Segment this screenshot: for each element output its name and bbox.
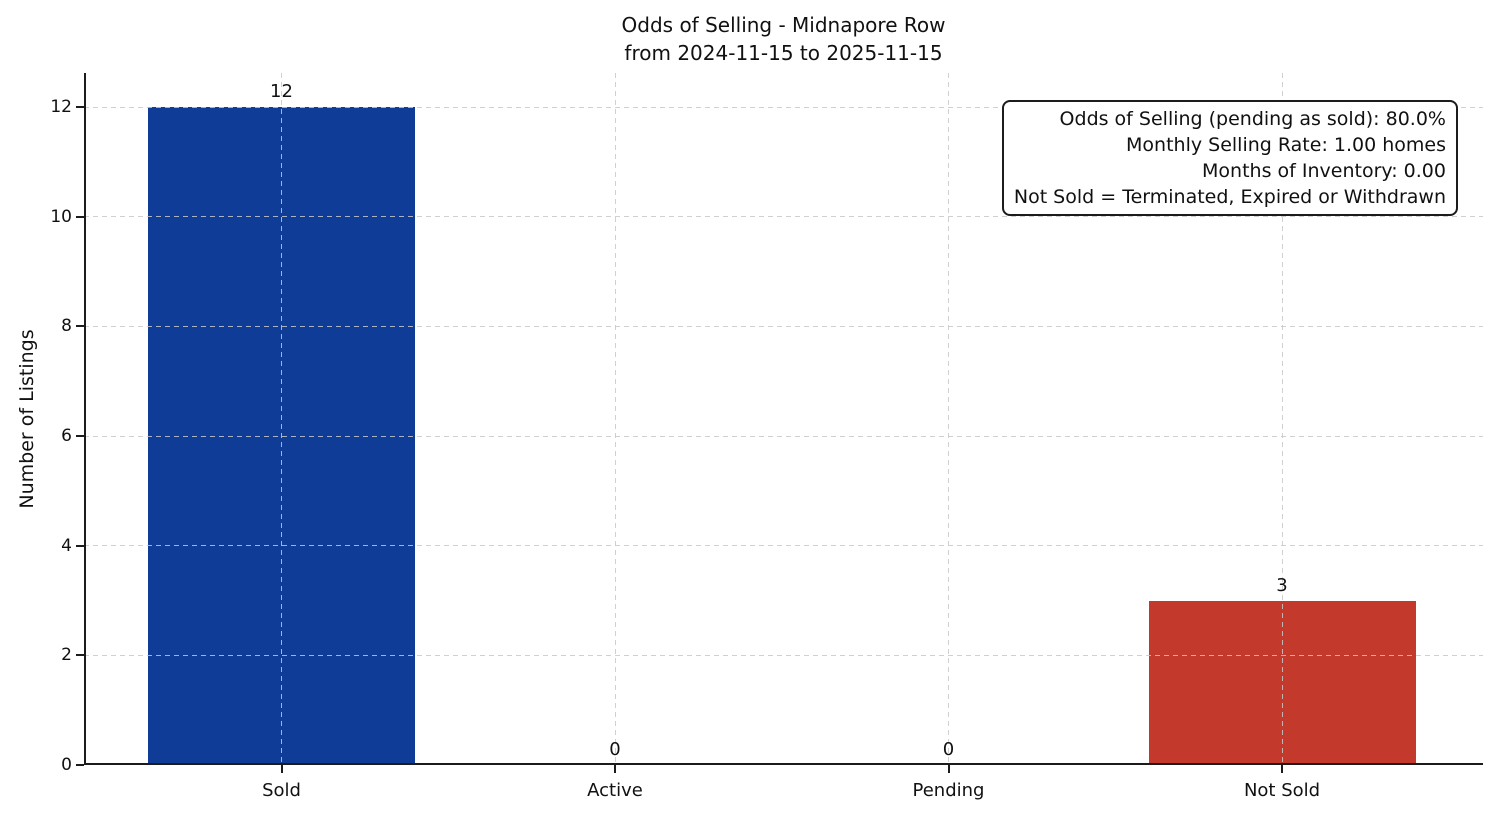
gridline-y-12 — [84, 106, 1483, 108]
x-ticklabel-pending: Pending — [912, 780, 985, 801]
x-axis-spine — [84, 763, 1483, 765]
x-tickmark-pending — [947, 765, 950, 773]
bar-value-label-active: 0 — [609, 739, 621, 760]
chart-title-line1: Odds of Selling - Midnapore Row — [621, 13, 946, 37]
bar-value-label-pending: 0 — [942, 739, 955, 760]
gridline-x-pending — [948, 73, 949, 765]
gridline-x-sold — [281, 73, 282, 765]
y-ticklabel-6: 6 — [61, 426, 72, 446]
y-axis-spine — [84, 73, 86, 765]
y-tickmark-4 — [76, 544, 84, 547]
gridline-y-6 — [84, 435, 1483, 437]
y-tickmark-8 — [76, 325, 84, 328]
chart-title: Odds of Selling - Midnapore Row from 202… — [84, 11, 1483, 67]
y-ticklabel-0: 0 — [61, 755, 72, 775]
y-ticklabel-10: 10 — [50, 206, 72, 227]
annotation-line-inventory: Months of Inventory: 0.00 — [1202, 160, 1446, 182]
annotation-line-not-sold-note: Not Sold = Terminated, Expired or Withdr… — [1013, 186, 1446, 208]
gridline-y-8 — [84, 325, 1483, 327]
gridline-y-2 — [84, 654, 1483, 656]
gridline-x-not-sold — [1281, 73, 1283, 765]
bar-value-label-not-sold: 3 — [1276, 574, 1288, 596]
x-tickmark-not-sold — [1281, 765, 1283, 773]
chart-title-line2: from 2024-11-15 to 2025-11-15 — [624, 41, 943, 65]
y-ticklabel-8: 8 — [61, 316, 72, 337]
y-tickmark-6 — [76, 435, 84, 437]
annotation-line-odds: Odds of Selling (pending as sold): 80.0% — [1059, 108, 1446, 130]
gridline-x-active — [614, 73, 616, 765]
gridline-y-10 — [84, 216, 1483, 218]
annotation-line-monthly-rate: Monthly Selling Rate: 1.00 homes — [1126, 134, 1446, 156]
x-ticklabel-sold: Sold — [262, 780, 301, 801]
annotation-box: Odds of Selling (pending as sold): 80.0%… — [1001, 100, 1458, 216]
x-ticklabel-not-sold: Not Sold — [1243, 780, 1321, 801]
y-ticklabel-4: 4 — [61, 535, 72, 556]
bar-value-label-sold: 12 — [270, 81, 293, 102]
plot-area: 0 2 4 6 8 10 12 Sold 12 Active 0 Pending 0 Not Sold 3 — [50, 73, 1483, 801]
x-tickmark-sold — [280, 765, 283, 773]
y-tickmark-12 — [76, 106, 84, 108]
x-ticklabel-active: Active — [587, 780, 643, 801]
y-axis-label: Number of Listings — [16, 329, 38, 509]
y-tickmark-10 — [76, 215, 84, 218]
y-tickmark-0 — [76, 764, 84, 766]
gridline-y-4 — [84, 545, 1483, 547]
y-tickmark-2 — [76, 654, 84, 657]
y-ticklabel-12: 12 — [50, 97, 72, 117]
x-tickmark-active — [614, 765, 616, 773]
y-ticklabel-2: 2 — [61, 645, 72, 666]
